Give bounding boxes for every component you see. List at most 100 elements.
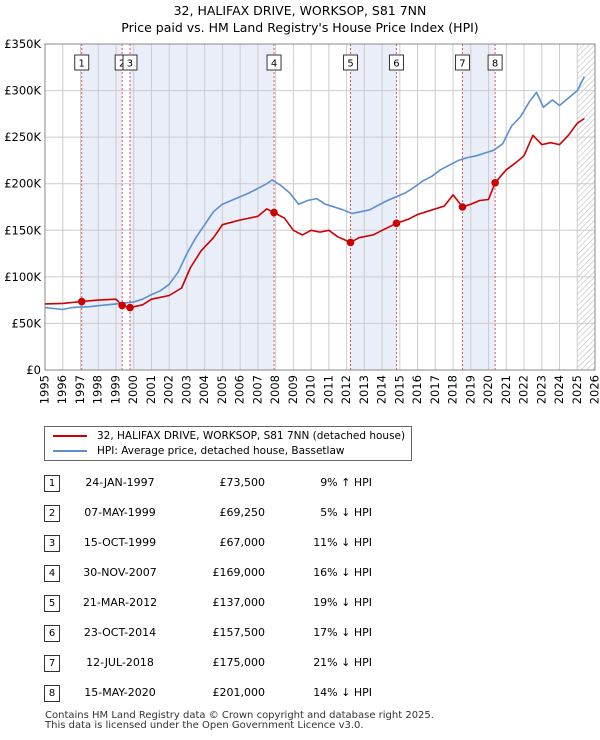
sale-marker-label-6: 6	[393, 59, 399, 70]
sale-point-8	[491, 178, 499, 187]
sale-point-2	[118, 301, 126, 310]
legend-hpi-label: HPI: Average price, detached house, Bass…	[97, 445, 345, 457]
sale-point-7	[458, 203, 467, 211]
ownership-band-1	[81, 44, 123, 370]
sale-marker-label-2: 2	[119, 59, 125, 70]
y-tick-label: £250K	[4, 130, 41, 144]
transaction-number: 7	[44, 655, 60, 672]
transaction-date: 15-OCT-1999	[83, 536, 157, 549]
sale-marker-label-3: 3	[127, 59, 133, 70]
legend-property-swatch	[53, 435, 87, 437]
transaction-price: £73,500	[219, 476, 266, 489]
transaction-date: 23-OCT-2014	[83, 626, 157, 639]
sale-point-4	[270, 208, 278, 217]
table-row: 1 24-JAN-1997 £73,500 9% ↑ HPI	[44, 475, 424, 505]
x-tick-label: 1997	[73, 375, 87, 404]
y-tick-label: £0	[26, 363, 41, 377]
legend-item-hpi: HPI: Average price, detached house, Bass…	[53, 444, 344, 458]
y-tick-label: £100K	[4, 270, 41, 284]
x-tick-label: 2020	[481, 375, 495, 404]
sale-point-1	[77, 297, 86, 306]
x-tick-label: 2002	[162, 375, 176, 404]
x-tick-label: 2000	[126, 375, 140, 404]
x-tick-label: 2012	[339, 375, 353, 404]
transaction-number: 2	[44, 505, 60, 522]
transaction-hpi-diff: 16% ↓ HPI	[313, 566, 372, 579]
x-tick-label: 2024	[552, 375, 566, 404]
sale-marker-label-5: 5	[347, 59, 353, 70]
sale-marker-box-4	[266, 54, 282, 71]
x-tick-label: 2007	[250, 375, 264, 404]
hpi-line	[44, 76, 586, 311]
table-row: 5 21-MAR-2012 £137,000 19% ↓ HPI	[44, 595, 424, 625]
x-tick-label: 1999	[108, 375, 122, 404]
transaction-price: £137,000	[212, 596, 266, 609]
table-row: 8 15-MAY-2020 £201,000 14% ↓ HPI	[44, 685, 424, 715]
sale-marker-label-7: 7	[459, 59, 465, 70]
x-tick-label: 2019	[463, 375, 477, 404]
x-tick-label: 2013	[357, 375, 371, 404]
property-price-line	[44, 117, 585, 309]
transaction-price: £169,000	[212, 566, 266, 579]
transaction-date: 15-MAY-2020	[84, 686, 156, 699]
transaction-date: 30-NOV-2007	[83, 566, 157, 579]
transaction-price: £157,500	[212, 626, 266, 639]
price-chart: £0 £50K £100K £150K £200K £250K £300K £350K 1995…	[4, 37, 600, 404]
x-tick-label: 2010	[304, 375, 318, 404]
x-tick-label: 2017	[428, 375, 442, 404]
title-address: 32, HALIFAX DRIVE, WORKSOP, S81 7NN	[173, 3, 427, 18]
sale-marker-box-8	[487, 54, 503, 71]
y-tick-label: £350K	[4, 37, 41, 51]
x-tick-label: 2005	[215, 375, 229, 404]
transaction-number: 4	[44, 565, 60, 582]
x-tick-label: 2026	[588, 375, 600, 404]
chart-title: 32, HALIFAX DRIVE, WORKSOP, S81 7NN Pric…	[0, 2, 600, 36]
transaction-number: 6	[44, 625, 60, 642]
transaction-date: 12-JUL-2018	[86, 656, 154, 669]
table-row: 7 12-JUL-2018 £175,000 21% ↓ HPI	[44, 655, 424, 685]
x-tick-label: 2014	[375, 375, 389, 404]
legend: 32, HALIFAX DRIVE, WORKSOP, S81 7NN (det…	[44, 426, 412, 461]
y-tick-label: £150K	[4, 223, 41, 237]
x-tick-label: 2021	[499, 375, 513, 404]
footer: Contains HM Land Registry data © Crown c…	[45, 711, 434, 731]
y-tick-label: £300K	[4, 84, 41, 98]
transaction-hpi-diff: 19% ↓ HPI	[313, 596, 372, 609]
transaction-price: £67,000	[219, 536, 266, 549]
y-tick-label: £200K	[4, 177, 41, 191]
x-tick-label: 1998	[91, 375, 105, 404]
ownership-band-4	[462, 44, 496, 370]
sale-marker-label-1: 1	[79, 59, 85, 70]
transaction-number: 3	[44, 535, 60, 552]
plot-frame	[44, 43, 596, 371]
transaction-hpi-diff: 9% ↑ HPI	[320, 476, 372, 489]
transaction-date: 07-MAY-1999	[84, 506, 156, 519]
x-tick-label: 2008	[268, 375, 282, 404]
footer-copyright: Contains HM Land Registry data © Crown c…	[45, 710, 434, 721]
sale-marker-box-3	[122, 54, 138, 71]
x-tick-label: 2016	[410, 375, 424, 404]
table-row: 3 15-OCT-1999 £67,000 11% ↓ HPI	[44, 535, 424, 565]
sale-marker-label-8: 8	[492, 59, 498, 70]
x-tick-label: 1995	[38, 375, 52, 404]
title-subtitle: Price paid vs. HM Land Registry's House …	[121, 20, 479, 35]
legend-hpi-swatch	[53, 450, 87, 452]
footer-licence: This data is licensed under the Open Gov…	[45, 720, 364, 731]
transaction-date: 24-JAN-1997	[85, 476, 155, 489]
x-tick-label: 1996	[55, 375, 69, 404]
table-row: 6 23-OCT-2014 £157,500 17% ↓ HPI	[44, 625, 424, 655]
transaction-hpi-diff: 14% ↓ HPI	[313, 686, 372, 699]
forecast-hatch	[577, 44, 595, 370]
x-tick-label: 2022	[517, 375, 531, 404]
transaction-price: £69,250	[219, 506, 266, 519]
sale-point-6	[392, 219, 401, 228]
sale-marker-box-6	[388, 54, 404, 71]
transaction-price: £175,000	[212, 656, 266, 669]
transaction-date: 21-MAR-2012	[82, 596, 158, 609]
transaction-price: £201,000	[212, 686, 266, 699]
table-row: 4 30-NOV-2007 £169,000 16% ↓ HPI	[44, 565, 424, 595]
y-tick-label: £50K	[12, 316, 42, 330]
x-tick-label: 2001	[144, 375, 158, 404]
sale-marker-box-1	[74, 54, 90, 71]
x-tick-label: 2018	[446, 375, 460, 404]
